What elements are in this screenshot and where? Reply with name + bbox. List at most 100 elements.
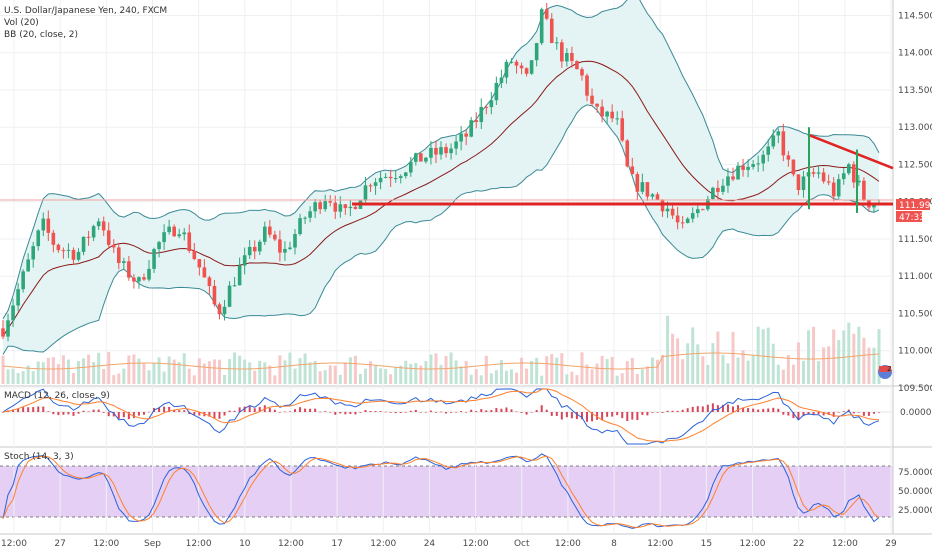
candle-body	[408, 161, 413, 173]
trendlines	[0, 127, 894, 213]
macd-histogram-bar	[767, 408, 770, 412]
volume-bar	[409, 363, 413, 384]
macd-histogram-bar	[716, 405, 719, 412]
candle-body	[590, 95, 594, 104]
macd-histogram-bar	[757, 409, 760, 412]
volume-bar	[238, 355, 242, 384]
volume-bar	[263, 362, 267, 384]
volume-bar	[640, 369, 644, 384]
macd-histogram-bar	[52, 412, 55, 415]
price-tick-label: 113.000	[898, 123, 932, 133]
volume-bar	[11, 368, 15, 384]
candle-body	[393, 178, 398, 180]
events-flag-icon[interactable]: 2	[878, 365, 892, 379]
macd-histogram-bar	[721, 404, 724, 412]
candle-body	[529, 60, 534, 74]
macd-histogram-bar	[57, 412, 60, 416]
volume-bar	[776, 364, 780, 384]
volume-bar	[127, 355, 131, 384]
macd-histogram-bar	[852, 412, 855, 414]
volume-bar	[369, 361, 373, 384]
volume-bar	[258, 360, 262, 384]
candle-body	[821, 172, 826, 182]
candle-body	[353, 206, 358, 209]
candle-body	[308, 211, 312, 218]
candle-body	[434, 147, 438, 155]
macd-histogram-bar	[792, 412, 795, 419]
macd-legend: MACD (12, 26, close, 9)	[4, 391, 110, 401]
candle-body	[776, 131, 781, 136]
candle-body	[685, 218, 690, 223]
macd-histogram-bar	[369, 411, 372, 412]
macd-histogram-bar	[676, 410, 679, 412]
volume-bar	[36, 361, 40, 384]
macd-histogram-bar	[17, 408, 20, 412]
candle-body	[182, 232, 187, 235]
volume-bar	[353, 355, 357, 384]
macd-histogram-bar	[82, 410, 85, 412]
candle-body	[86, 236, 91, 238]
candle-body	[429, 147, 433, 158]
volume-bar	[615, 375, 619, 384]
volume-bar	[791, 364, 795, 384]
macd-histogram-bar	[329, 412, 332, 413]
candle-body	[484, 106, 489, 108]
volume-bars	[1, 315, 881, 384]
candle-body	[293, 234, 297, 248]
candle-body	[91, 226, 96, 238]
volume-bar	[424, 361, 428, 384]
volume-bar	[293, 368, 297, 384]
volume-bar	[520, 357, 524, 384]
candle-body	[247, 246, 252, 256]
volume-bar	[253, 370, 257, 384]
macd-histogram-bar	[409, 410, 412, 412]
macd-histogram-bar	[621, 412, 624, 419]
macd-histogram-bar	[434, 412, 437, 413]
candle-body	[212, 285, 217, 305]
volume-bar	[1, 355, 5, 384]
macd-histogram-bar	[304, 408, 307, 412]
candle-body	[398, 176, 403, 179]
macd-histogram-bar	[656, 412, 659, 413]
volume-bar	[389, 374, 393, 384]
candle-body	[711, 187, 715, 199]
macd-histogram-bar	[802, 412, 805, 417]
volume-bar	[771, 343, 775, 384]
volume-bar	[545, 356, 549, 384]
candle-body	[645, 182, 650, 197]
macd-histogram-bar	[747, 408, 750, 412]
volume-bar	[318, 371, 322, 384]
volume-bar	[323, 370, 327, 384]
volume-bar	[509, 369, 513, 384]
candle-body	[252, 246, 257, 252]
candle-body	[600, 106, 604, 117]
volume-bar	[102, 369, 106, 384]
macd-histogram-bar	[606, 412, 609, 417]
candle-body	[630, 166, 635, 175]
candle-body	[846, 164, 851, 174]
volume-bar	[655, 359, 659, 384]
volume-bar	[177, 362, 181, 384]
macd-histogram-bar	[349, 412, 352, 415]
volume-bar	[243, 359, 247, 384]
macd-histogram-bar	[258, 407, 261, 412]
candle-body	[283, 248, 287, 253]
macd-histogram-bar	[42, 406, 45, 412]
candle-body	[544, 9, 549, 19]
volume-bar	[192, 375, 196, 384]
volume-bar	[137, 358, 141, 384]
candle-body	[217, 304, 222, 315]
candle-body	[111, 244, 116, 248]
macd-histogram-bar	[163, 406, 166, 412]
macd-histogram-bar	[404, 412, 407, 413]
macd-histogram-bar	[359, 412, 362, 413]
candle-body	[786, 155, 791, 160]
macd-histogram-bar	[586, 412, 588, 422]
volume-bar	[781, 369, 785, 384]
macd-histogram-bar	[218, 412, 221, 419]
macd-histogram-bar	[872, 412, 875, 414]
volume-bar	[540, 375, 544, 384]
volume-bar	[107, 352, 111, 384]
volume-bar	[817, 361, 821, 384]
